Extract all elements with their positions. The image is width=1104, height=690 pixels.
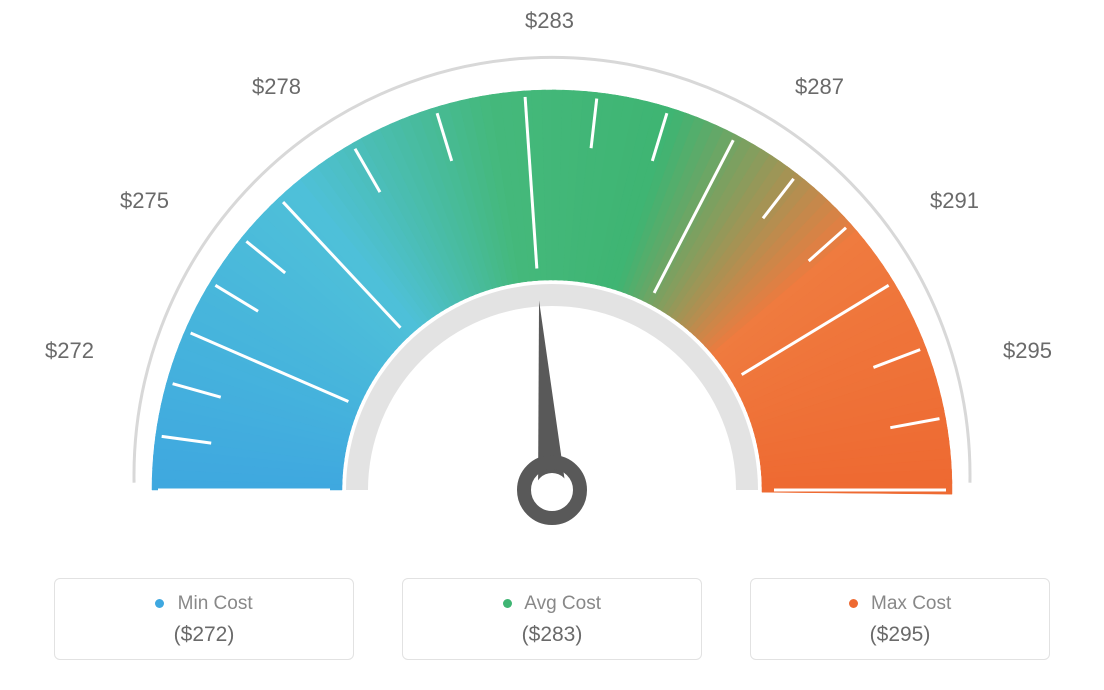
legend-title-min: Min Cost [55,593,353,615]
gauge-svg [0,0,1104,560]
legend-title-max: Max Cost [751,593,1049,615]
gauge-tick-label: $287 [795,74,844,100]
legend-card-max: Max Cost ($295) [750,578,1050,660]
dot-min-icon [155,599,164,608]
legend-value-max: ($295) [751,623,1049,647]
cost-gauge: $272 $275 $278 $283 $287 $291 $295 [0,0,1104,560]
legend-card-avg: Avg Cost ($283) [402,578,702,660]
gauge-tick-label: $295 [1003,338,1052,364]
gauge-tick-label: $291 [930,188,979,214]
gauge-tick-label: $283 [525,8,574,34]
legend-row: Min Cost ($272) Avg Cost ($283) Max Cost… [0,578,1104,660]
dot-avg-icon [503,599,512,608]
legend-label-max: Max Cost [871,593,951,614]
legend-label-avg: Avg Cost [524,593,601,614]
gauge-tick-label: $272 [45,338,94,364]
gauge-tick-label: $275 [120,188,169,214]
legend-value-min: ($272) [55,623,353,647]
legend-label-min: Min Cost [178,593,253,614]
gauge-tick-label: $278 [252,74,301,100]
legend-card-min: Min Cost ($272) [54,578,354,660]
dot-max-icon [849,599,858,608]
legend-value-avg: ($283) [403,623,701,647]
legend-title-avg: Avg Cost [403,593,701,615]
